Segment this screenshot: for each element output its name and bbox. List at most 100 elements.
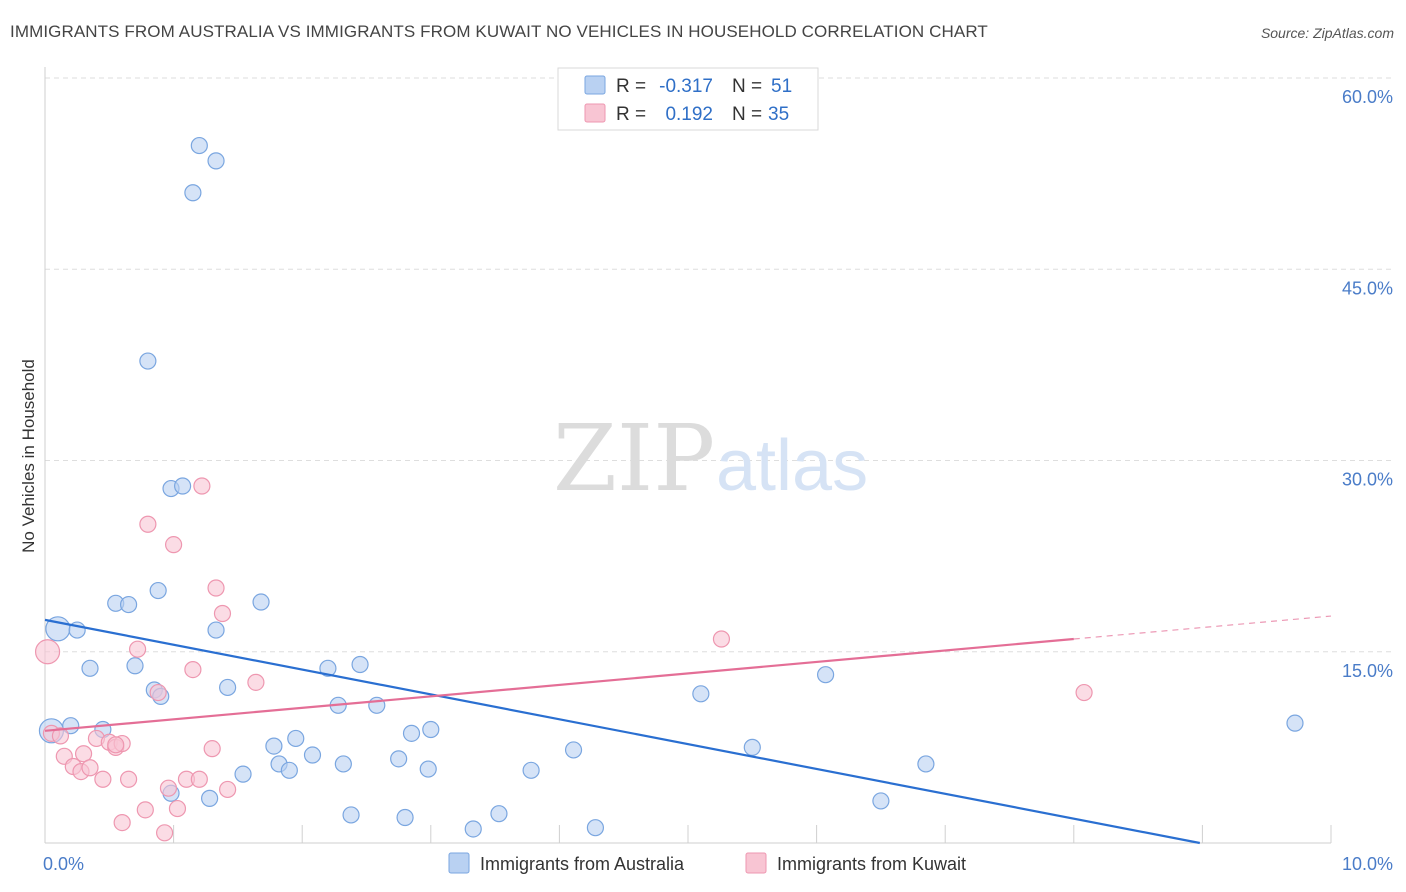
- australia-point: [396, 808, 414, 827]
- y-axis-label: No Vehicles in Household: [19, 359, 38, 553]
- australia-point: [139, 352, 157, 370]
- y-tick-label: 15.0%: [1342, 661, 1393, 681]
- australia-point: [201, 789, 219, 807]
- australia-point: [207, 152, 225, 170]
- kuwait-point: [193, 477, 211, 495]
- australia-point: [319, 659, 337, 677]
- bottom-legend: Immigrants from Australia Immigrants fro…: [448, 852, 966, 874]
- legend: R = -0.317 N = 51 R = 0.192 N = 35: [557, 67, 819, 131]
- australia-point: [390, 750, 408, 768]
- australia-point: [422, 720, 440, 739]
- australia-point: [219, 678, 237, 697]
- legend-r-value-australia: -0.317: [659, 76, 713, 97]
- kuwait-point: [51, 727, 70, 745]
- australia-point: [280, 761, 298, 779]
- kuwait-point: [155, 824, 174, 842]
- y-tick-labels: 15.0% 30.0% 45.0% 60.0%: [1342, 87, 1393, 681]
- australia-point: [234, 765, 252, 783]
- kuwait-point: [165, 536, 183, 554]
- legend-swatch-australia: [584, 75, 606, 95]
- x-tick-labels: 0.0% 10.0%: [43, 854, 1393, 874]
- australia-point: [119, 595, 138, 614]
- y-tick-label: 30.0%: [1342, 470, 1393, 490]
- kuwait-point: [184, 660, 202, 679]
- australia-point: [126, 657, 144, 675]
- australia-point: [402, 724, 421, 742]
- kuwait-point: [139, 515, 157, 533]
- australia-point: [334, 755, 352, 773]
- kuwait-point: [207, 579, 225, 597]
- x-tick-label: 10.0%: [1342, 854, 1393, 874]
- australia-point: [419, 760, 437, 778]
- australia-point: [586, 819, 605, 837]
- kuwait-trend-line: [44, 637, 1074, 732]
- trend-lines: [44, 615, 1332, 845]
- watermark-atlas: atlas: [716, 426, 868, 506]
- axes: [44, 67, 1331, 844]
- kuwait-point: [712, 630, 731, 648]
- australia-point: [287, 729, 305, 748]
- australia-point: [817, 666, 835, 684]
- legend-n-label-kuwait: N =: [732, 104, 762, 125]
- source-label: Source: ZipAtlas.com: [1260, 25, 1394, 41]
- kuwait-point: [107, 736, 125, 754]
- australia-point: [207, 621, 225, 639]
- grid: [45, 77, 1392, 843]
- australia-point: [252, 593, 270, 611]
- x-tick-label: 0.0%: [43, 854, 84, 874]
- kuwait-point: [34, 639, 61, 665]
- bottom-legend-swatch-kuwait: [745, 852, 767, 874]
- bottom-legend-label-kuwait: Immigrants from Kuwait: [777, 854, 966, 874]
- kuwait-point: [247, 673, 265, 691]
- australia-point: [464, 820, 482, 838]
- kuwait-trend-extension: [1073, 615, 1332, 640]
- series-kuwait-points: [34, 477, 1093, 842]
- legend-swatch-kuwait: [584, 103, 606, 123]
- chart-title: IMMIGRANTS FROM AUSTRALIA VS IMMIGRANTS …: [10, 22, 988, 41]
- australia-point: [149, 581, 167, 600]
- kuwait-point: [1075, 683, 1093, 702]
- legend-r-label-australia: R =: [616, 76, 646, 97]
- watermark: ZIP atlas: [553, 405, 868, 512]
- australia-point: [265, 737, 283, 755]
- australia-point: [303, 746, 322, 764]
- australia-point: [743, 738, 761, 756]
- australia-point: [184, 184, 202, 202]
- legend-n-value-kuwait: 35: [768, 104, 789, 125]
- kuwait-point: [119, 770, 138, 788]
- kuwait-point: [203, 740, 221, 758]
- australia-point: [174, 477, 192, 495]
- y-tick-label: 60.0%: [1342, 87, 1393, 107]
- kuwait-point: [94, 770, 112, 788]
- australia-point: [81, 659, 99, 677]
- australia-point: [342, 806, 360, 824]
- kuwait-point: [168, 799, 187, 818]
- kuwait-point: [136, 801, 154, 819]
- legend-r-label-kuwait: R =: [616, 104, 646, 125]
- kuwait-point: [219, 780, 237, 799]
- legend-r-value-kuwait: 0.192: [665, 104, 713, 125]
- series-australia-points: [38, 136, 1304, 838]
- australia-point: [190, 136, 208, 155]
- australia-point: [564, 741, 583, 759]
- kuwait-point: [190, 770, 208, 788]
- kuwait-point: [213, 604, 232, 623]
- kuwait-point: [74, 745, 93, 763]
- bottom-legend-label-australia: Immigrants from Australia: [480, 854, 685, 874]
- bottom-legend-swatch-australia: [448, 852, 470, 874]
- australia-trend-line: [44, 618, 1201, 845]
- australia-point: [692, 685, 710, 703]
- y-tick-label: 45.0%: [1342, 278, 1393, 298]
- kuwait-point: [113, 813, 131, 832]
- australia-point: [351, 655, 369, 674]
- kuwait-point: [81, 759, 99, 777]
- australia-point: [917, 755, 935, 773]
- legend-n-label-australia: N =: [732, 76, 762, 97]
- australia-point: [522, 761, 540, 779]
- australia-point: [872, 792, 890, 810]
- kuwait-point: [149, 683, 167, 702]
- australia-point: [1286, 714, 1304, 732]
- australia-point: [490, 805, 508, 823]
- kuwait-point: [128, 640, 147, 658]
